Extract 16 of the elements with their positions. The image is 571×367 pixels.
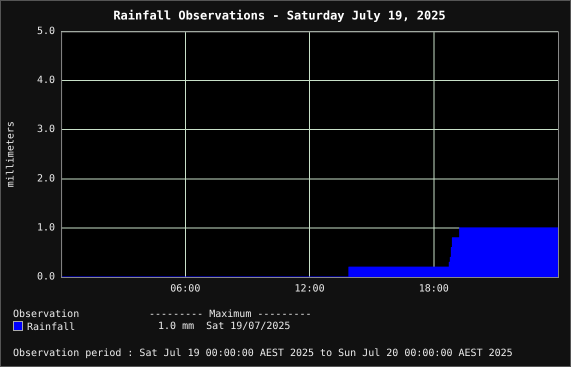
x-tick-label: 12:00 — [294, 284, 325, 295]
y-tick-label: 2.0 — [37, 173, 56, 184]
y-tick-label: 0.0 — [37, 272, 56, 283]
y-tick-label: 5.0 — [37, 26, 56, 37]
y-axis-title: millimeters — [6, 121, 17, 188]
y-tick-label: 4.0 — [37, 75, 56, 86]
text: --------- Maximum --------- — [149, 309, 312, 320]
y-tick-label: 3.0 — [37, 124, 56, 136]
text: 1.0 mm Sat 19/07/2025 — [158, 321, 290, 332]
text: Observation — [13, 309, 80, 320]
legend-label: Rainfall — [26, 321, 76, 333]
y-tick-label: 1.0 — [37, 222, 56, 234]
x-tick-label: 18:00 — [418, 284, 449, 295]
x-tick-label: 06:00 — [170, 284, 200, 295]
text: Observation period : Sat Jul 19 00:00:00 AEST 2025 to Sun Jul 20 00:00:00 AEST 2025 — [13, 348, 513, 359]
chart-title: Rainfall Observations - Saturday July 19, 2025 — [113, 8, 446, 22]
